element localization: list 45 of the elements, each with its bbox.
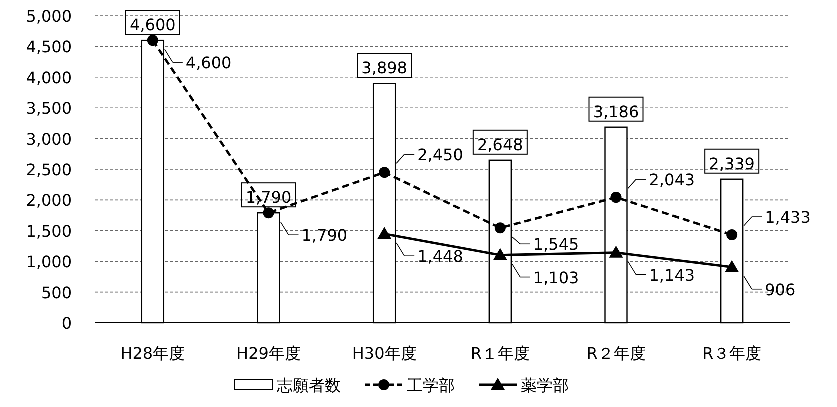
data-label: 3,898 (362, 58, 408, 78)
point (609, 246, 624, 258)
data-label: 4,600 (130, 16, 176, 35)
x-tick-label: R３年度 (702, 344, 762, 363)
data-label: 1,448 (418, 247, 464, 266)
y-tick-label: 1,000 (26, 252, 72, 272)
point (378, 227, 392, 240)
y-tick-label: 3,000 (26, 130, 72, 149)
x-tick-label: H29年度 (236, 344, 301, 363)
data-label: 4,600 (186, 54, 232, 73)
y-tick-label: 2,500 (26, 160, 72, 180)
legend-label: 志願者数 (277, 376, 341, 395)
point (610, 192, 622, 204)
y-tick-label: 3,500 (26, 99, 72, 118)
data-label: 1,433 (765, 208, 811, 228)
data-label: 1,790 (302, 226, 348, 246)
point (726, 230, 738, 241)
y-tick-label: 500 (41, 283, 72, 302)
y-tick-label: 4,500 (26, 38, 72, 57)
data-label: 906 (765, 280, 796, 300)
data-label: 2,648 (478, 135, 524, 154)
point (725, 260, 740, 272)
y-tick-label: 4,000 (26, 68, 72, 88)
x-tick-label: R１年度 (470, 344, 530, 363)
y-tick-label: 5,000 (26, 7, 72, 26)
point (147, 35, 158, 46)
data-label: 1,103 (533, 268, 580, 288)
data-label: 2,043 (649, 170, 696, 190)
point (493, 248, 508, 260)
data-label: 2,450 (418, 146, 464, 165)
data-label: 2,339 (709, 154, 755, 174)
data-label: 1,143 (649, 266, 696, 285)
x-tick-label: H30年度 (352, 344, 417, 363)
point (263, 208, 274, 219)
x-tick-label: R２年度 (586, 344, 646, 363)
data-label: 3,186 (593, 102, 640, 122)
point (494, 222, 506, 234)
legend-label: 薬学部 (521, 376, 569, 395)
point (379, 167, 390, 178)
y-tick-label: 0 (62, 314, 72, 333)
legend-label: 工学部 (407, 376, 455, 395)
y-tick-label: 1,500 (26, 222, 72, 241)
x-tick-label: H28年度 (120, 344, 186, 363)
y-tick-label: 2,000 (26, 191, 72, 210)
data-label: 1,545 (533, 235, 580, 254)
